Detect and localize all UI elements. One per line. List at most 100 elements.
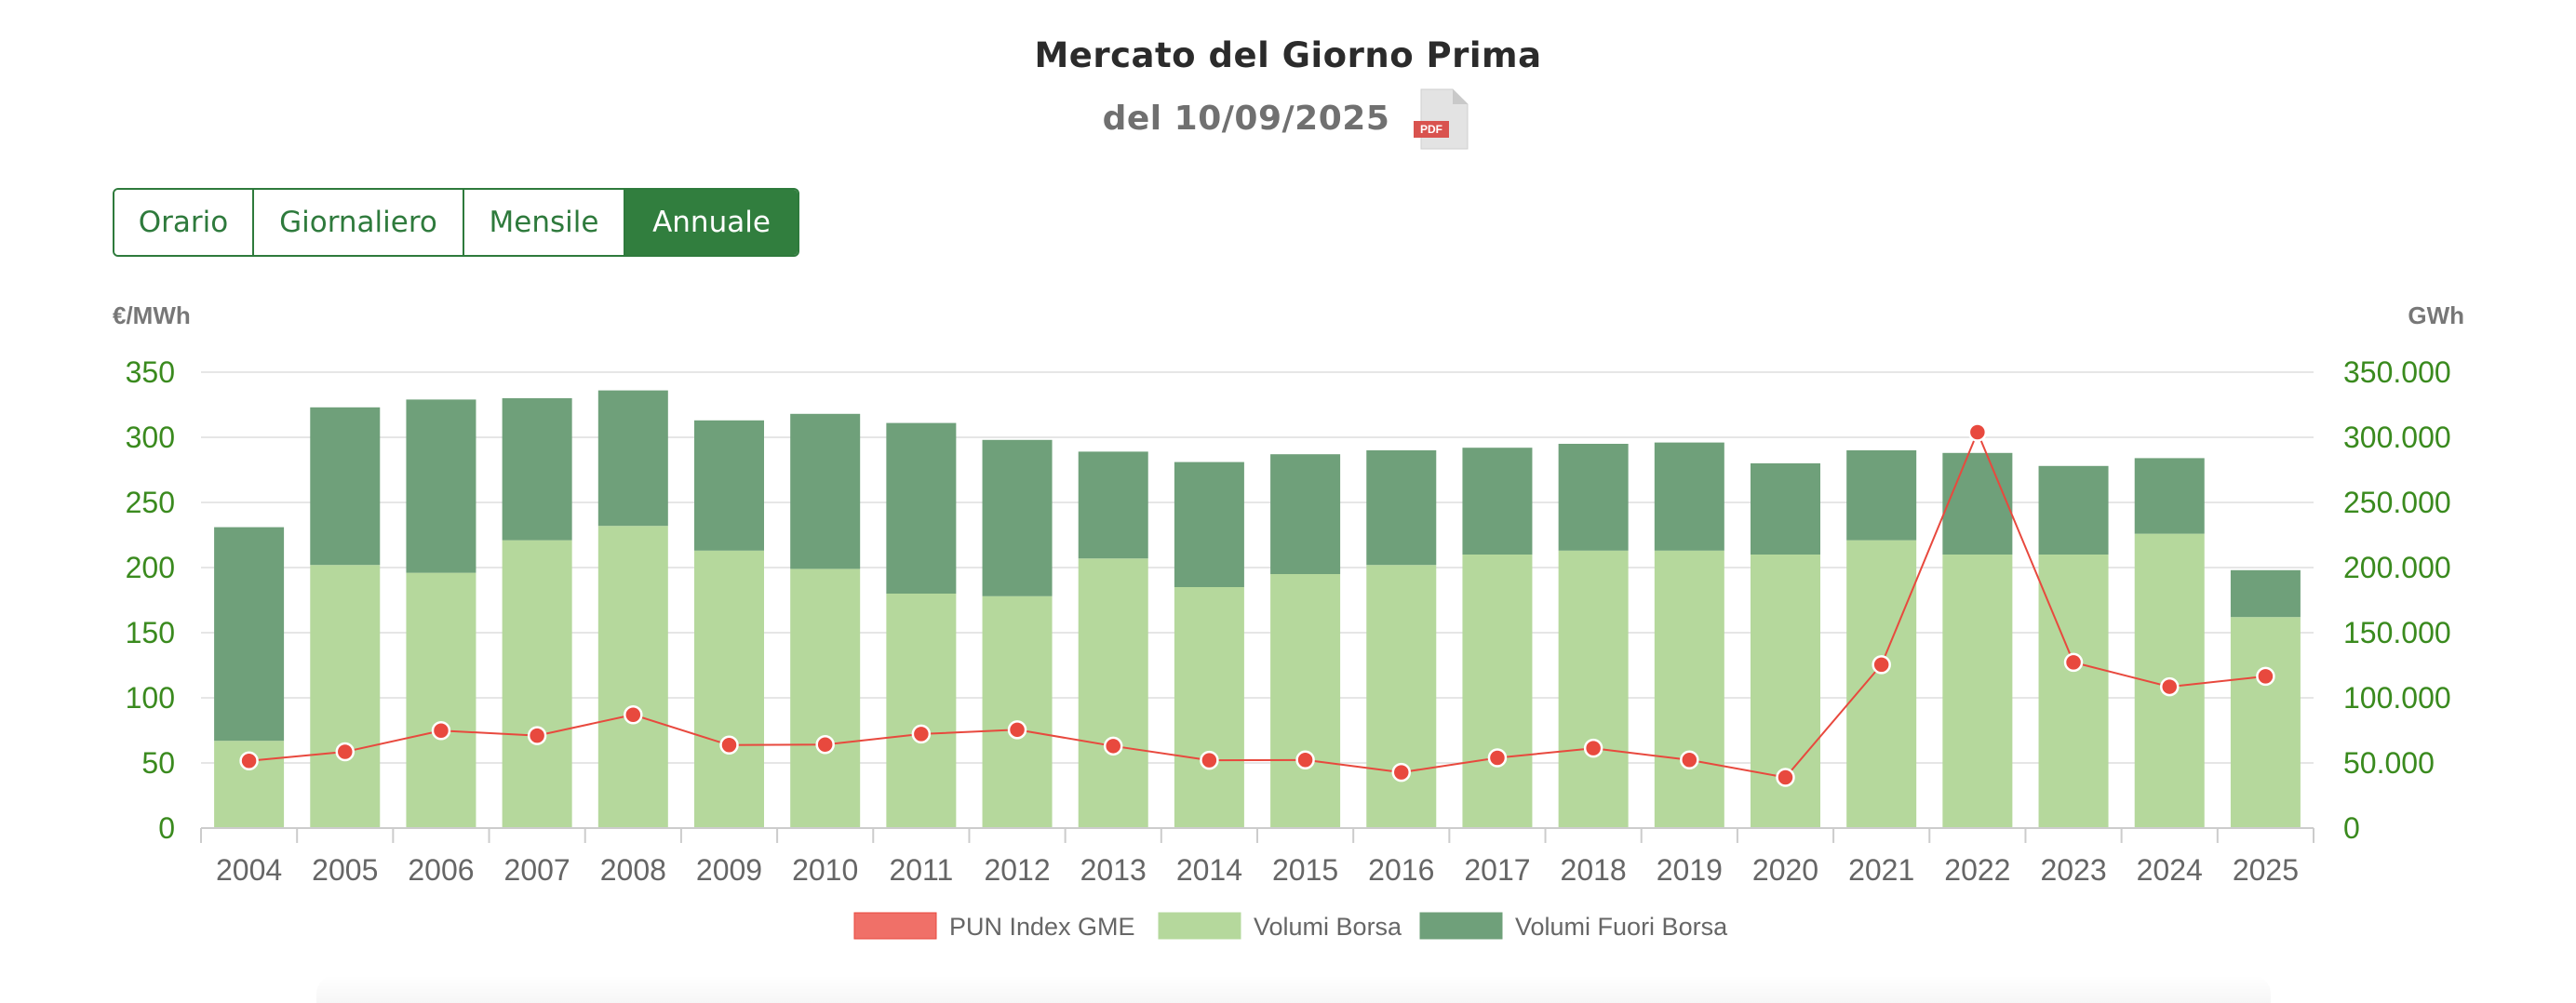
bar-volumi-borsa <box>2230 617 2301 828</box>
x-tick-label: 2007 <box>504 853 570 887</box>
bar-volumi-fuori-borsa <box>1558 444 1629 551</box>
point-pun-index-gme <box>1391 762 1412 782</box>
bar-volumi-borsa <box>1846 540 1917 828</box>
bar-volumi-fuori-borsa <box>2230 569 2301 618</box>
point-pun-index-gme <box>1295 750 1315 770</box>
x-tick-label: 2019 <box>1657 853 1723 887</box>
x-tick-label: 2024 <box>2137 853 2203 887</box>
point-pun-index-gme <box>527 726 547 745</box>
point-pun-index-gme <box>2256 666 2275 687</box>
y-right-unit-label: GWh <box>2408 301 2464 329</box>
point-pun-index-gme <box>624 704 643 725</box>
legend-item: PUN Index GME <box>853 912 1135 941</box>
pdf-file-icon[interactable]: PDF <box>1414 87 1473 151</box>
y-right-tick-label: 200.000 <box>2343 551 2451 584</box>
legend-item: Volumi Fuori Borsa <box>1419 912 1728 941</box>
bar-volumi-fuori-borsa <box>982 439 1053 596</box>
legend-label: Volumi Borsa <box>1254 913 1402 941</box>
x-tick-label: 2010 <box>792 853 858 887</box>
bar-volumi-fuori-borsa <box>1174 461 1244 587</box>
bar-volumi-borsa <box>982 595 1053 828</box>
y-left-tick-label: 350 <box>126 355 175 389</box>
bar-volumi-borsa <box>1174 587 1244 828</box>
x-tick-label: 2011 <box>889 853 953 887</box>
point-pun-index-gme <box>335 742 356 762</box>
x-tick-label: 2018 <box>1561 853 1627 887</box>
point-pun-index-gme <box>1680 750 1699 770</box>
bar-volumi-borsa <box>1270 574 1341 828</box>
point-pun-index-gme <box>1872 655 1891 675</box>
y-right-tick-label: 350.000 <box>2343 355 2451 389</box>
y-left-tick-label: 150 <box>126 616 175 649</box>
point-pun-index-gme <box>1487 748 1508 768</box>
point-pun-index-gme <box>1583 738 1603 758</box>
line-pun-index-gme <box>248 429 2266 779</box>
x-tick-label: 2021 <box>1848 853 1914 887</box>
x-tick-label: 2013 <box>1080 853 1147 887</box>
point-pun-index-gme <box>1103 736 1123 756</box>
bar-volumi-borsa <box>1366 565 1437 828</box>
point-pun-index-gme <box>815 734 835 755</box>
bar-volumi-fuori-borsa <box>406 399 476 573</box>
pdf-label: PDF <box>1420 123 1442 136</box>
tab-mensile[interactable]: Mensile <box>464 190 625 255</box>
footer-shadow <box>316 975 2271 1003</box>
bar-volumi-borsa <box>597 526 668 828</box>
bar-volumi-fuori-borsa <box>2038 465 2109 555</box>
x-tick-label: 2020 <box>1752 853 1818 887</box>
bar-layer <box>214 390 2301 828</box>
bar-volumi-fuori-borsa <box>502 398 572 541</box>
y-left-tick-label: 0 <box>158 811 175 845</box>
legend-layer: PUN Index GME Volumi Borsa Volumi Fuori Bo… <box>853 912 1728 941</box>
legend-swatch <box>1158 912 1241 940</box>
point-pun-index-gme <box>719 735 739 756</box>
bar-volumi-fuori-borsa <box>1270 454 1341 574</box>
bar-volumi-fuori-borsa <box>2134 458 2205 534</box>
y-left-tick-label: 100 <box>126 681 175 715</box>
tab-orario[interactable]: Orario <box>114 190 254 255</box>
legend-swatch <box>853 912 937 940</box>
legend-label: PUN Index GME <box>949 913 1135 941</box>
point-pun-index-gme <box>431 721 451 741</box>
bar-volumi-fuori-borsa <box>1942 452 2013 555</box>
bar-volumi-borsa <box>1654 550 1724 828</box>
tab-giornaliero[interactable]: Giornaliero <box>254 190 464 255</box>
y-right-tick-label: 0 <box>2343 811 2360 845</box>
y-right-tick-label: 100.000 <box>2343 681 2451 715</box>
point-pun-index-gme <box>1776 768 1795 787</box>
x-tick-label: 2006 <box>408 853 474 887</box>
period-tabs: Orario Giornaliero Mensile Annuale <box>113 188 799 257</box>
point-pun-index-gme <box>1007 720 1027 740</box>
tab-annuale[interactable]: Annuale <box>625 190 798 255</box>
bar-volumi-fuori-borsa <box>1654 442 1724 551</box>
bar-volumi-fuori-borsa <box>214 527 285 742</box>
axis-layer: 0 50 100 150 200 250 300 350 0 50.000 100.000 150.0… <box>113 301 2464 887</box>
y-right-tick-label: 150.000 <box>2343 616 2451 649</box>
bar-volumi-borsa <box>1751 555 1820 828</box>
line-layer <box>239 422 2275 787</box>
bar-volumi-borsa <box>502 540 572 828</box>
x-tick-label: 2015 <box>1272 853 1338 887</box>
x-tick-label: 2022 <box>1944 853 2010 887</box>
point-pun-index-gme <box>1200 750 1219 770</box>
bar-volumi-fuori-borsa <box>1462 448 1533 555</box>
bar-volumi-borsa <box>310 565 381 828</box>
point-pun-index-gme <box>239 751 259 771</box>
x-tick-label: 2004 <box>216 853 282 887</box>
x-tick-label: 2005 <box>312 853 378 887</box>
y-left-tick-label: 50 <box>141 746 175 780</box>
bar-volumi-borsa <box>1078 558 1148 828</box>
bar-volumi-fuori-borsa <box>597 390 668 527</box>
bar-volumi-borsa <box>1558 550 1629 828</box>
bar-volumi-fuori-borsa <box>1078 451 1148 559</box>
y-left-tick-label: 300 <box>126 421 175 454</box>
point-pun-index-gme <box>2159 676 2180 697</box>
bar-volumi-borsa <box>790 568 861 828</box>
x-tick-label: 2016 <box>1368 853 1434 887</box>
x-tick-label: 2017 <box>1464 853 1530 887</box>
bar-volumi-borsa <box>1942 555 2013 828</box>
legend-item: Volumi Borsa <box>1158 912 1402 941</box>
y-left-unit-label: €/MWh <box>113 301 191 329</box>
bar-volumi-fuori-borsa <box>1751 463 1820 555</box>
x-tick-label: 2025 <box>2233 853 2299 887</box>
